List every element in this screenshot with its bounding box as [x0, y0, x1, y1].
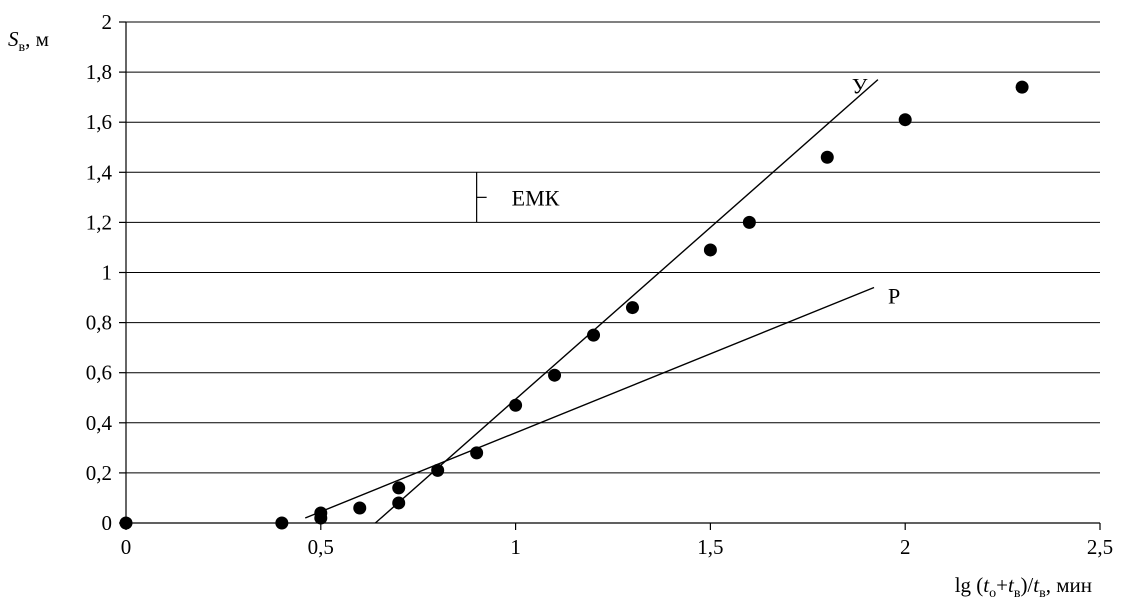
y-tick-label-1: 0,2	[86, 461, 112, 485]
data-point-17	[1015, 80, 1029, 94]
data-point-16	[898, 113, 912, 127]
x-tick-label-0: 0	[121, 535, 132, 559]
tick-labels: 0 0,2 0,4 0,6 0,8 1 1,2 1,4 1,6 1,8 2 0 0,5 1 1,5 2 2,5	[86, 10, 1113, 559]
y-tick-label-2: 0,4	[86, 411, 113, 435]
fit-line-1	[304, 286, 875, 519]
data-point-3	[314, 506, 328, 520]
data-point-1	[275, 516, 289, 530]
x-label-prefix: lg (	[955, 573, 984, 597]
x-label-t2-sub: в	[1014, 586, 1021, 601]
data-point-6	[392, 481, 406, 495]
data-point-8	[470, 446, 484, 460]
x-tick-label-3: 1,5	[697, 535, 723, 559]
y-tick-label-10: 2	[102, 10, 113, 34]
y-tick-label-4: 0,8	[86, 311, 112, 335]
y-tick-label-6: 1,2	[86, 210, 112, 234]
y-label-s-sub: в	[19, 40, 26, 55]
y-tick-label-7: 1,4	[86, 160, 113, 184]
axes	[119, 21, 1101, 530]
x-label-plus: +	[996, 573, 1008, 597]
x-tick-label-2: 1	[510, 535, 521, 559]
data-point-4	[353, 501, 367, 515]
data-point-12	[625, 301, 639, 315]
x-label-t3: t	[1033, 573, 1040, 597]
data-point-9	[509, 398, 523, 412]
x-label-t1-sub: о	[989, 586, 996, 601]
y-label-suffix: , м	[25, 27, 49, 51]
y-tick-label-8: 1,6	[86, 110, 112, 134]
x-tick-label-1: 0,5	[308, 535, 334, 559]
x-label-mid: )/	[1020, 573, 1033, 597]
x-label-t3-sub: в	[1039, 586, 1046, 601]
fit-line-label-0: У	[852, 74, 868, 99]
grid	[126, 21, 1100, 474]
x-tick-label-4: 2	[900, 535, 911, 559]
data-point-10	[548, 368, 562, 382]
data-point-13	[703, 243, 717, 257]
x-tick-label-5: 2,5	[1087, 535, 1113, 559]
y-tick-label-3: 0,6	[86, 361, 112, 385]
x-label-t2: t	[1008, 573, 1015, 597]
fit-line-label-1: Р	[888, 284, 900, 309]
x-axis-label: lg (tо+tв)/tв, мин	[955, 573, 1092, 601]
y-label-s: S	[8, 27, 19, 51]
y-tick-label-9: 1,8	[86, 60, 112, 84]
y-tick-label-5: 1	[102, 261, 113, 285]
data-point-15	[820, 150, 834, 164]
emk-label: ЕМК	[512, 185, 560, 210]
fit-lines: УР	[304, 74, 900, 524]
data-point-14	[742, 215, 756, 229]
emk-annotation: ЕМК	[476, 172, 560, 223]
data-point-11	[587, 328, 601, 342]
y-axis-label: Sв, м	[8, 27, 49, 55]
x-label-suffix: , мин	[1046, 573, 1092, 597]
data-point-5	[392, 496, 406, 510]
y-tick-label-0: 0	[102, 511, 113, 535]
x-label-t1: t	[983, 573, 990, 597]
data-point-0	[119, 516, 133, 530]
data-point-7	[431, 463, 445, 477]
fit-line-0	[374, 79, 879, 524]
data-points	[119, 80, 1029, 530]
